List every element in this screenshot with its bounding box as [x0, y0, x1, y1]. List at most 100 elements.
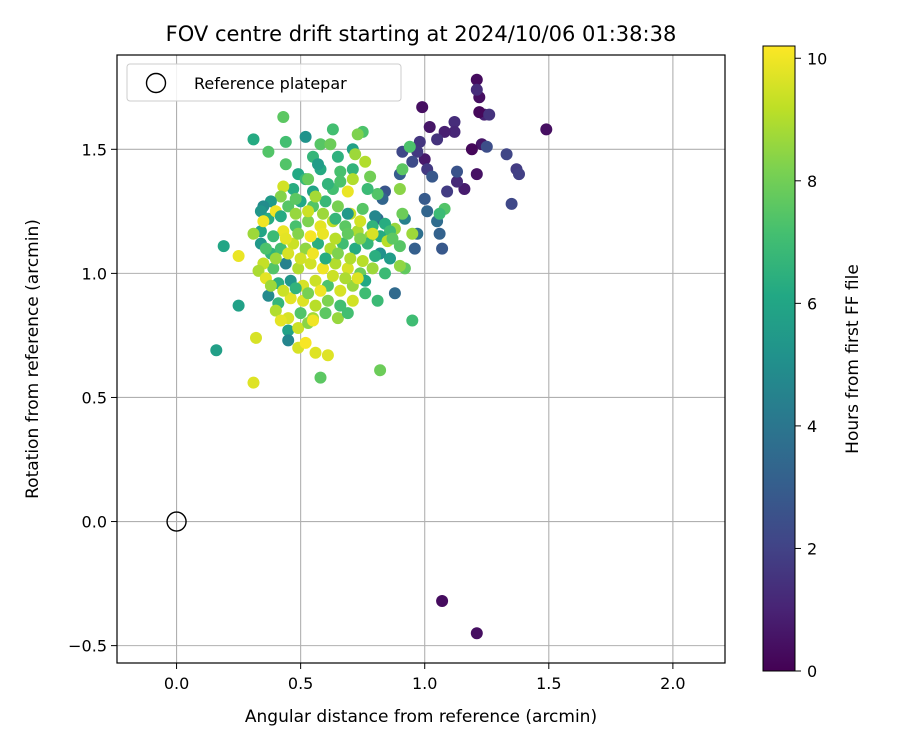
legend-label: Reference platepar [194, 74, 347, 93]
data-point [386, 232, 399, 245]
x-tick-label: 1.5 [536, 674, 561, 693]
data-point [312, 158, 324, 171]
data-point [321, 178, 334, 190]
data-point [473, 106, 486, 119]
data-point [321, 349, 334, 362]
legend-marker [145, 72, 167, 94]
data-point [331, 247, 344, 260]
data-point [416, 101, 429, 114]
data-point [371, 294, 384, 307]
data-point [294, 252, 307, 265]
data-point [406, 155, 419, 168]
colorbar-label: Hours from first FF file [843, 264, 863, 454]
data-point [307, 314, 319, 327]
data-point [302, 205, 315, 218]
data-point [317, 207, 329, 220]
data-point [289, 192, 302, 205]
data-point [341, 185, 354, 198]
data-point [331, 150, 344, 163]
data-point [346, 294, 359, 307]
data-point [351, 272, 364, 285]
data-point [314, 138, 327, 151]
data-point [309, 299, 322, 312]
data-point [292, 227, 305, 240]
data-point [351, 128, 364, 141]
data-point [247, 227, 260, 240]
data-point [329, 232, 342, 245]
y-tick-label: 0.5 [82, 388, 107, 407]
data-point [470, 627, 483, 640]
data-point [326, 123, 339, 136]
data-point [366, 262, 379, 275]
data-point [349, 242, 362, 255]
data-point [279, 232, 292, 245]
data-point [324, 138, 337, 151]
data-point [540, 123, 553, 136]
data-point [274, 190, 287, 203]
data-point [413, 135, 426, 148]
data-point [344, 252, 357, 265]
data-point [289, 282, 302, 295]
legend: Reference platepar [126, 63, 402, 102]
data-point [314, 371, 327, 384]
data-point [232, 250, 245, 262]
data-point [341, 227, 354, 240]
data-point [269, 252, 282, 265]
data-point [321, 294, 334, 307]
data-point [267, 230, 280, 243]
data-point [388, 287, 401, 300]
data-point [247, 376, 260, 389]
data-point [470, 73, 483, 86]
x-tick-label: 1.0 [412, 674, 437, 693]
x-axis-label: Angular distance from reference (arcmin) [245, 707, 597, 727]
data-point [331, 200, 344, 213]
data-point [279, 257, 292, 270]
data-point [254, 205, 267, 218]
data-point [436, 595, 449, 607]
data-point [312, 237, 324, 250]
y-tick-label: −0.5 [68, 637, 107, 656]
data-point [282, 200, 295, 213]
data-point [282, 247, 295, 260]
data-point [513, 168, 525, 181]
data-point [448, 116, 461, 128]
data-point [418, 192, 431, 205]
data-point [317, 227, 329, 240]
y-tick-label: 0.0 [82, 513, 107, 532]
data-point [438, 125, 451, 138]
data-point [334, 284, 347, 297]
data-point [334, 299, 347, 312]
data-point [465, 143, 478, 156]
y-tick-label: 1.0 [82, 264, 107, 283]
data-point [262, 145, 275, 158]
data-point [359, 287, 372, 300]
data-point [426, 170, 439, 183]
legend-box [126, 63, 402, 102]
data-point [505, 197, 518, 210]
data-point [346, 173, 359, 186]
data-points [210, 73, 553, 640]
data-point [267, 262, 280, 275]
data-point [359, 155, 372, 168]
data-point [480, 140, 493, 153]
data-point [284, 292, 297, 305]
data-point [252, 264, 265, 277]
data-point [259, 242, 272, 255]
data-point [379, 267, 391, 280]
data-point [319, 307, 332, 320]
colorbar-tick-label: 0 [807, 662, 817, 681]
data-point [423, 121, 436, 133]
chart-title: FOV centre drift starting at 2024/10/06 … [166, 22, 677, 46]
data-point [309, 190, 322, 203]
data-point [274, 314, 287, 327]
data-point [483, 108, 496, 121]
data-point [302, 287, 315, 300]
data-point [406, 227, 419, 240]
data-point [451, 165, 463, 178]
data-point [302, 215, 315, 228]
data-point [448, 125, 461, 138]
data-point [292, 262, 305, 275]
x-tick-label: 0.5 [288, 674, 313, 693]
data-point [364, 170, 377, 183]
colorbar-tick-label: 10 [807, 49, 827, 68]
